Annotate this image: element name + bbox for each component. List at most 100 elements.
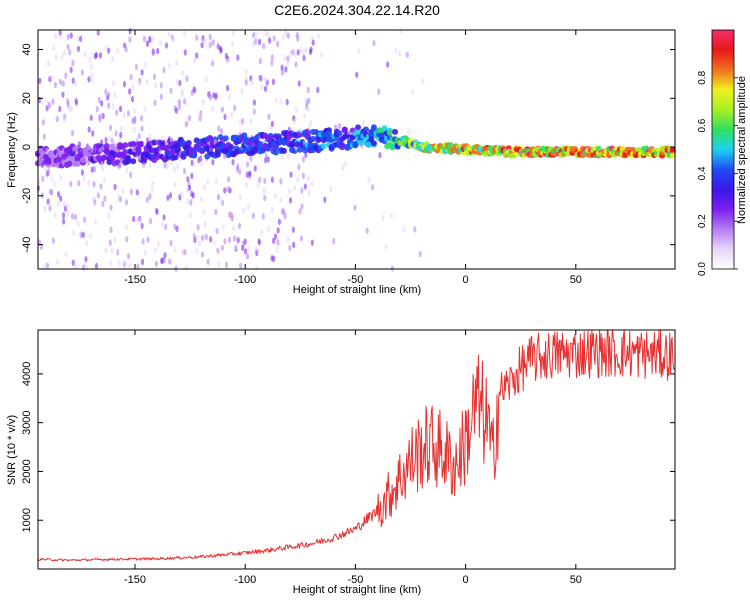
heatmap-cell <box>82 175 86 182</box>
heatmap-cell <box>109 204 113 211</box>
heatmap-cell <box>216 247 220 255</box>
heatmap-cell <box>211 39 215 46</box>
heatmap-cell <box>195 34 199 42</box>
heatmap-cell <box>68 105 72 112</box>
heatmap-cell <box>135 150 142 157</box>
heatmap-cell <box>169 239 173 247</box>
heatmap-cell <box>132 215 136 223</box>
heatmap-cell <box>384 243 388 250</box>
heatmap-cell <box>180 190 184 198</box>
heatmap-cell <box>104 45 108 52</box>
heatmap-cell <box>310 180 314 187</box>
heatmap-cell <box>277 218 282 225</box>
heatmap-cell <box>152 73 156 80</box>
heatmap-cell <box>82 216 87 223</box>
heatmap-cell <box>142 161 146 168</box>
heatmap-cell <box>42 133 47 140</box>
spectrogram-y-tick-label: 0 <box>21 144 33 150</box>
heatmap-cell <box>190 172 194 180</box>
snr-x-label: Height of straight line (km) <box>293 584 421 596</box>
heatmap-cell <box>124 46 128 53</box>
heatmap-cell <box>93 199 97 206</box>
heatmap-cell <box>230 40 235 47</box>
heatmap-cell <box>288 244 292 252</box>
heatmap-cell <box>270 207 274 214</box>
heatmap-cell <box>212 239 216 246</box>
colorbar-tick-label: 0.8 <box>697 70 708 84</box>
heatmap-cell <box>50 74 54 81</box>
heatmap-cell <box>138 217 142 224</box>
heatmap-cell <box>94 262 99 270</box>
heatmap-cell <box>182 30 187 37</box>
heatmap-cell <box>221 223 226 231</box>
heatmap-cell <box>296 176 300 183</box>
heatmap-cell <box>128 27 132 35</box>
heatmap-cell <box>173 181 177 188</box>
heatmap-cell <box>276 227 280 234</box>
heatmap-cell <box>307 124 312 131</box>
heatmap-cell <box>208 33 212 41</box>
heatmap-cell <box>53 181 57 188</box>
heatmap-cell <box>111 79 116 87</box>
heatmap-cell <box>286 236 290 243</box>
heatmap-cell <box>38 239 42 246</box>
snr-y-ticks: 1000 2000 3000 4000 <box>21 362 675 532</box>
heatmap-cell <box>281 34 285 41</box>
spectrogram-frame <box>37 29 676 270</box>
heatmap-cell <box>247 245 251 252</box>
heatmap-cell <box>130 158 137 165</box>
heatmap-cell <box>107 212 111 219</box>
heatmap-cell <box>246 203 251 210</box>
snr-x-tick-label: 50 <box>570 574 582 586</box>
heatmap-cell <box>166 162 170 169</box>
heatmap-cell <box>143 249 147 257</box>
heatmap-cell <box>199 155 203 162</box>
heatmap-cell <box>220 244 224 251</box>
heatmap-cell <box>225 58 230 65</box>
heatmap-cell <box>304 151 308 158</box>
heatmap-cell <box>220 106 224 113</box>
heatmap-cell <box>296 49 300 56</box>
heatmap-cell <box>101 154 108 161</box>
heatmap-cell <box>185 120 189 128</box>
heatmap-cell <box>224 261 229 269</box>
snr-x-tick-label: 0 <box>463 574 469 586</box>
heatmap-cell <box>257 38 262 46</box>
heatmap-cell <box>196 224 200 231</box>
heatmap-cell <box>100 160 104 168</box>
spectrogram-x-ticks: -150 -100 -50 0 50 <box>124 30 582 286</box>
heatmap-cell <box>122 81 127 88</box>
heatmap-cell <box>154 82 158 89</box>
heatmap-cell <box>167 31 172 38</box>
heatmap-cell <box>168 192 173 199</box>
snr-y-tick-label: 4000 <box>21 362 33 386</box>
heatmap-cell <box>204 153 211 160</box>
heatmap-cell <box>236 236 240 244</box>
colorbar-tick-label: 0.2 <box>697 214 708 228</box>
heatmap-cell <box>95 105 99 113</box>
heatmap-cell <box>323 196 327 203</box>
heatmap-cell <box>241 207 246 214</box>
heatmap-cell <box>367 176 371 183</box>
heatmap-cell <box>98 52 103 59</box>
heatmap-cell <box>303 183 307 190</box>
heatmap-cell <box>63 116 67 124</box>
heatmap-cell <box>320 143 327 150</box>
spectrogram-x-tick-label: -100 <box>234 274 256 286</box>
heatmap-cell <box>122 148 129 155</box>
heatmap-cell <box>291 49 295 56</box>
heatmap-cell <box>132 126 136 134</box>
heatmap-cell <box>76 45 81 53</box>
heatmap-cell <box>200 42 204 49</box>
heatmap-cell <box>143 106 147 113</box>
heatmap-cell <box>124 155 131 162</box>
heatmap-cell <box>83 51 87 58</box>
heatmap-cell <box>185 139 192 146</box>
snr-series-line <box>37 329 675 562</box>
heatmap-cell <box>319 51 324 58</box>
heatmap-cell <box>55 115 59 123</box>
heatmap-cell <box>399 27 403 35</box>
heatmap-cell <box>386 129 393 136</box>
heatmap-cell <box>153 246 157 254</box>
heatmap-cell <box>181 69 185 77</box>
